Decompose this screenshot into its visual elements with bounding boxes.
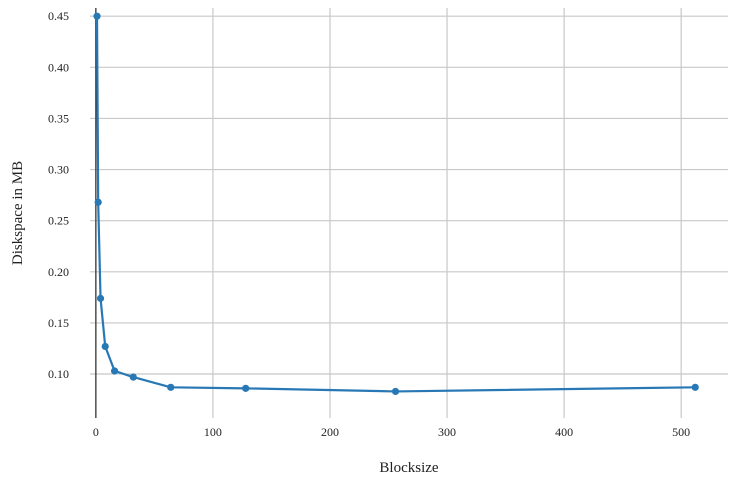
y-tick-label: 0.20 bbox=[48, 265, 69, 279]
x-tick-label: 400 bbox=[555, 425, 573, 439]
y-tick-label: 0.45 bbox=[48, 9, 69, 23]
data-point[interactable] bbox=[129, 373, 137, 381]
data-point[interactable] bbox=[101, 342, 109, 351]
data-point[interactable] bbox=[167, 383, 175, 391]
data-point[interactable] bbox=[391, 387, 400, 396]
data-point[interactable] bbox=[242, 384, 250, 392]
x-tick-label: 0 bbox=[93, 425, 99, 439]
y-tick-label: 0.15 bbox=[48, 316, 69, 330]
data-point[interactable] bbox=[94, 198, 102, 206]
data-point[interactable] bbox=[93, 12, 101, 20]
data-point[interactable] bbox=[96, 294, 105, 302]
series-line bbox=[95, 16, 696, 393]
y-tick-label: 0.35 bbox=[48, 111, 69, 125]
y-tick-label: 0.25 bbox=[48, 214, 69, 228]
data-point[interactable] bbox=[110, 367, 119, 375]
data-point[interactable] bbox=[691, 383, 699, 391]
x-tick-label: 500 bbox=[672, 425, 690, 439]
y-tick-label: 0.30 bbox=[48, 163, 69, 177]
y-axis-title: Diskspace in MB bbox=[10, 161, 26, 265]
grid bbox=[90, 8, 728, 418]
x-axis-title: Blocksize bbox=[379, 460, 438, 476]
x-tick-label: 300 bbox=[438, 425, 456, 439]
y-tick-label: 0.40 bbox=[48, 60, 69, 74]
x-tick-label: 200 bbox=[321, 425, 339, 439]
series-layer bbox=[93, 12, 699, 396]
x-tick-label: 100 bbox=[204, 425, 222, 439]
y-tick-label: 0.10 bbox=[48, 367, 69, 381]
tick-labels: 0.10 0.15 0.20 0.25 0.30 0.35 0.40 0.45 0 100 200 3… bbox=[48, 9, 690, 439]
